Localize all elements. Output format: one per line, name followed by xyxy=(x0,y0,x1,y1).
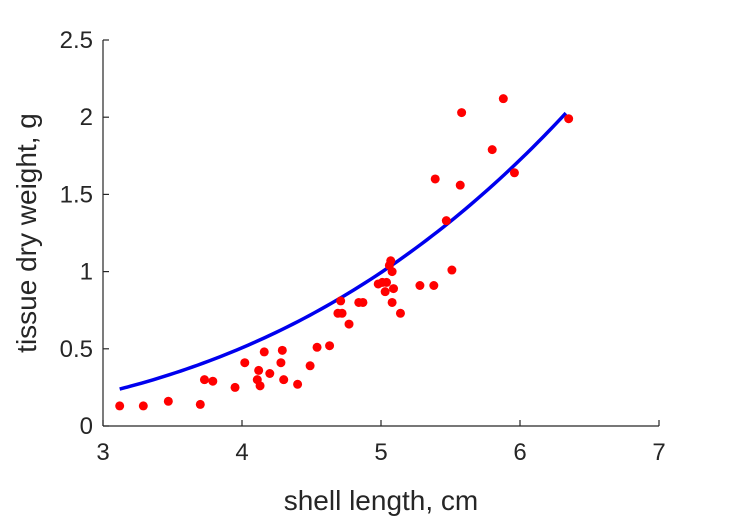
x-axis-label: shell length, cm xyxy=(284,485,479,516)
data-point xyxy=(276,358,286,368)
data-point xyxy=(254,365,264,375)
data-point xyxy=(344,319,354,329)
data-point xyxy=(336,296,346,306)
data-point xyxy=(395,308,405,318)
y-tick-label: 2.5 xyxy=(60,27,93,54)
x-axis-ticks: 3 4 5 6 7 xyxy=(96,420,666,466)
data-point xyxy=(279,375,289,385)
data-point xyxy=(138,401,148,411)
x-tick-label: 7 xyxy=(652,439,665,466)
data-point xyxy=(325,341,335,351)
data-point xyxy=(455,180,465,190)
data-point xyxy=(509,168,519,178)
data-point xyxy=(337,308,347,318)
data-point xyxy=(358,297,368,307)
x-tick-label: 6 xyxy=(513,439,526,466)
data-point xyxy=(293,379,303,389)
data-point xyxy=(389,284,399,294)
data-point xyxy=(447,265,457,275)
data-point xyxy=(265,369,275,379)
y-tick-label: 2 xyxy=(80,104,93,131)
data-point xyxy=(115,401,125,411)
data-point xyxy=(429,280,439,290)
data-point xyxy=(382,277,392,287)
data-point xyxy=(305,361,315,371)
plot-area xyxy=(115,94,574,411)
data-point xyxy=(386,256,396,266)
data-point xyxy=(163,396,173,406)
data-point xyxy=(380,287,390,297)
x-tick-label: 3 xyxy=(96,439,109,466)
y-tick-label: 0.5 xyxy=(60,336,93,363)
data-point xyxy=(195,399,205,409)
data-point xyxy=(230,382,240,392)
y-tick-label: 0 xyxy=(80,413,93,440)
y-tick-label: 1.5 xyxy=(60,181,93,208)
data-point xyxy=(199,375,209,385)
data-point xyxy=(498,94,508,104)
y-axis-label: tissue dry weight, g xyxy=(11,113,42,353)
y-axis-ticks: 0 0.5 1 1.5 2 2.5 xyxy=(60,27,109,440)
data-point xyxy=(387,297,397,307)
x-tick-label: 4 xyxy=(235,439,248,466)
data-point xyxy=(312,342,322,352)
x-tick-label: 5 xyxy=(374,439,387,466)
data-point xyxy=(564,114,574,124)
data-point xyxy=(387,267,397,277)
data-point xyxy=(415,280,425,290)
data-point xyxy=(208,376,218,386)
data-point xyxy=(255,381,265,391)
data-point xyxy=(430,174,440,184)
data-point xyxy=(457,108,467,118)
fit-curve xyxy=(119,111,568,391)
data-point xyxy=(441,216,451,226)
y-tick-label: 1 xyxy=(80,259,93,286)
data-point xyxy=(259,347,269,357)
data-point xyxy=(277,345,287,355)
data-point xyxy=(240,358,250,368)
data-point xyxy=(487,145,497,155)
